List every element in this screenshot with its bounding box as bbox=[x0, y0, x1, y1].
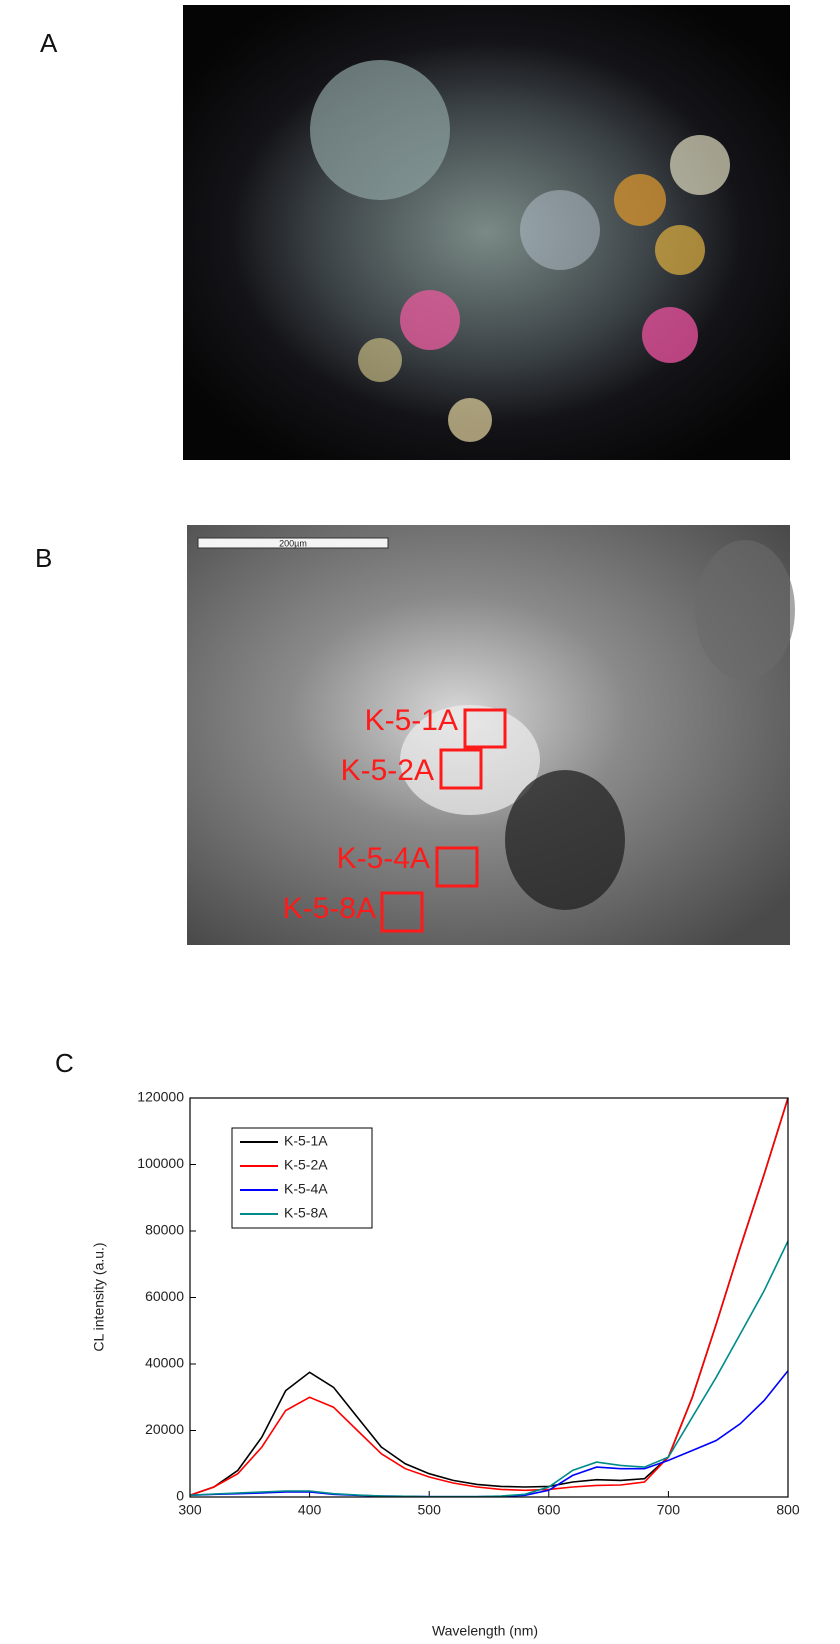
micrograph-a bbox=[183, 5, 790, 460]
x-tick-label: 500 bbox=[418, 1502, 442, 1518]
page: A B 200µm K-5-1A K-5-2A K-5-4A K-5-8A C … bbox=[0, 0, 840, 1644]
y-tick-label: 120000 bbox=[137, 1089, 184, 1105]
panel-label: B bbox=[35, 543, 52, 573]
legend-label: K-5-1A bbox=[284, 1133, 328, 1149]
y-tick-label: 80000 bbox=[145, 1222, 184, 1238]
region-label: K-5-4A bbox=[337, 842, 430, 875]
x-tick-label: 300 bbox=[178, 1502, 202, 1518]
x-tick-label: 700 bbox=[657, 1502, 681, 1518]
x-axis-label: Wavelength (nm) bbox=[432, 1623, 538, 1639]
y-tick-label: 60000 bbox=[145, 1288, 184, 1304]
legend-label: K-5-2A bbox=[284, 1157, 328, 1173]
series-line bbox=[190, 1371, 788, 1497]
y-tick-label: 20000 bbox=[145, 1421, 184, 1437]
x-tick-label: 600 bbox=[537, 1502, 561, 1518]
scale-bar: 200µm bbox=[279, 538, 307, 548]
panel-label: C bbox=[55, 1048, 74, 1078]
x-tick-label: 800 bbox=[776, 1502, 800, 1518]
y-tick-label: 40000 bbox=[145, 1355, 184, 1371]
region-label: K-5-1A bbox=[365, 704, 458, 737]
y-axis-label: CL intensity (a.u.) bbox=[91, 1242, 107, 1351]
x-tick-label: 400 bbox=[298, 1502, 322, 1518]
series-line bbox=[190, 1241, 788, 1497]
region-label: K-5-2A bbox=[341, 754, 434, 787]
legend-label: K-5-8A bbox=[284, 1205, 328, 1221]
micrograph-b: 200µm K-5-1A K-5-2A K-5-4A K-5-8A bbox=[187, 525, 795, 945]
figure: A B 200µm K-5-1A K-5-2A K-5-4A K-5-8A C … bbox=[0, 0, 840, 1644]
y-tick-label: 100000 bbox=[137, 1155, 184, 1171]
region-label: K-5-8A bbox=[283, 892, 376, 925]
panel-label: A bbox=[40, 28, 58, 58]
legend-label: K-5-4A bbox=[284, 1181, 328, 1197]
